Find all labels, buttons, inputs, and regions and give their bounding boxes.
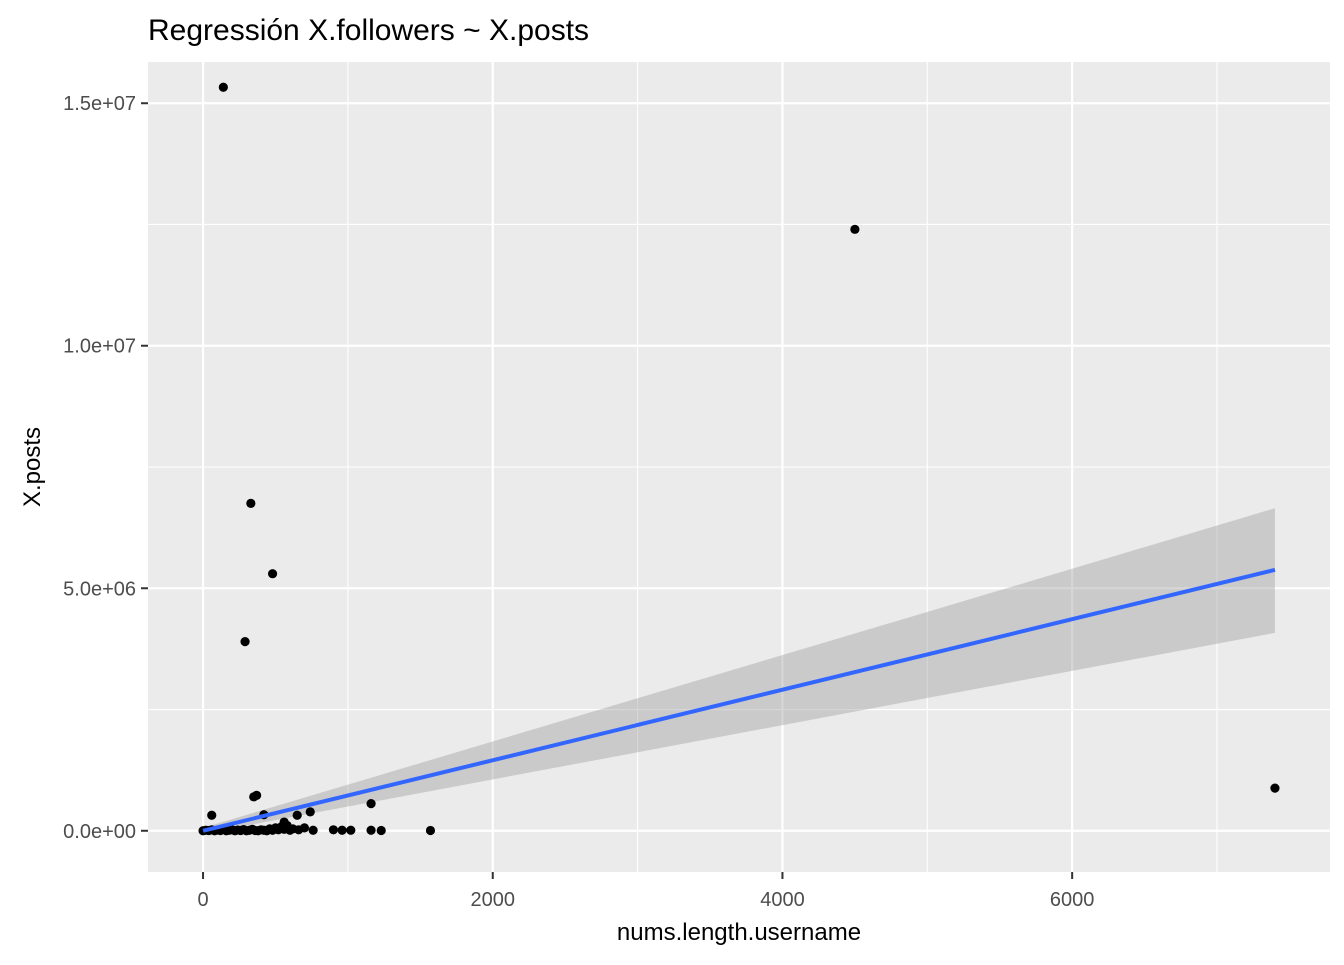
data-point: [366, 825, 376, 835]
points-layer: [198, 82, 1280, 836]
data-point: [305, 807, 315, 817]
confidence-band-layer: [203, 508, 1275, 834]
data-point: [252, 790, 262, 800]
data-point: [299, 823, 310, 833]
y-tick-label: 0.0e+00: [63, 821, 136, 843]
data-point: [218, 82, 228, 92]
grid-major: [148, 62, 1330, 872]
grid-minor: [148, 62, 1330, 872]
data-point: [346, 825, 356, 835]
y-axis: 0.0e+00 5.0e+06 1.0e+07 1.5e+07: [63, 93, 148, 843]
data-point: [267, 569, 278, 579]
data-point: [425, 825, 436, 836]
data-point: [308, 825, 318, 835]
data-point: [337, 825, 347, 835]
y-tick-label: 5.0e+06: [63, 578, 136, 600]
x-tick-label: 2000: [471, 889, 516, 911]
y-tick-label: 1.5e+07: [63, 93, 136, 115]
data-point: [366, 799, 376, 809]
confidence-band: [203, 508, 1275, 834]
data-point: [240, 637, 250, 647]
data-point: [246, 498, 256, 508]
x-tick-label: 4000: [760, 889, 805, 911]
x-axis-label: nums.length.username: [617, 919, 861, 946]
x-tick-label: 0: [197, 889, 208, 911]
x-axis: 0 2000 4000 6000: [197, 872, 1094, 911]
regression-line: [202, 567, 1276, 833]
data-point: [207, 810, 217, 820]
x-tick-label: 6000: [1050, 889, 1095, 911]
data-point: [328, 825, 339, 835]
y-tick-label: 1.0e+07: [63, 336, 136, 358]
chart-title: Regressión X.followers ~ X.posts: [148, 14, 589, 47]
data-point: [1270, 783, 1280, 793]
data-point: [850, 224, 860, 234]
data-point: [376, 825, 386, 836]
regression-line-layer: [202, 567, 1276, 833]
y-axis-label: X.posts: [19, 427, 46, 507]
data-point: [292, 810, 302, 820]
